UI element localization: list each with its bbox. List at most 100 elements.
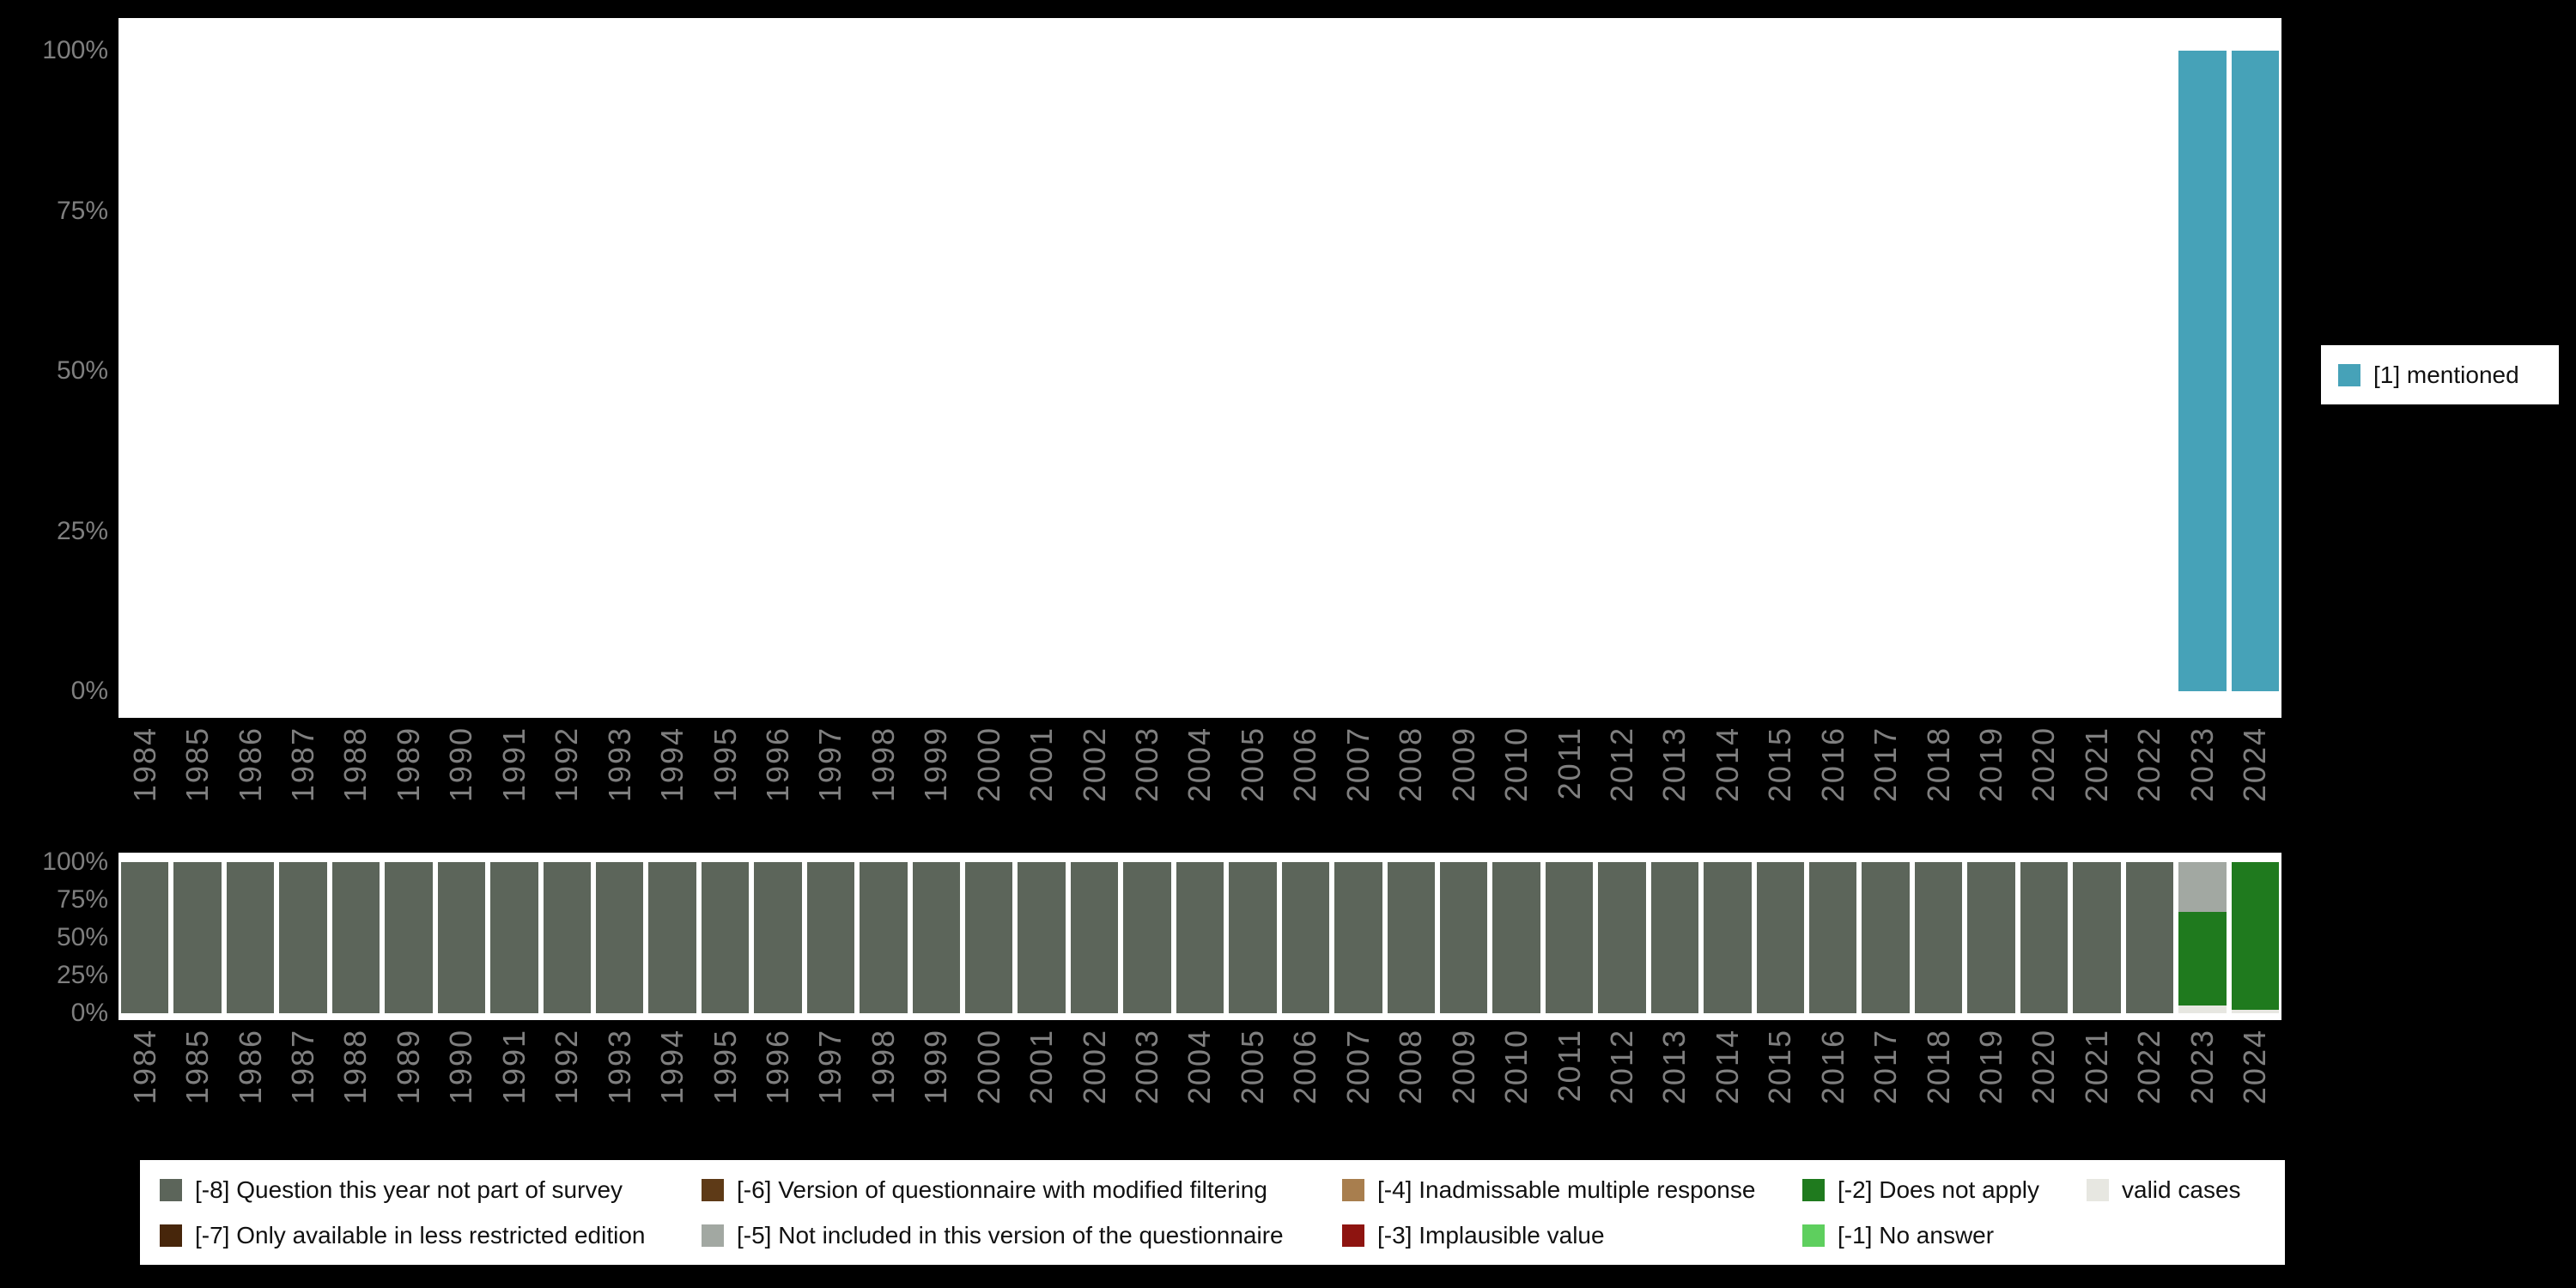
- year-label: 2001: [1024, 726, 1060, 803]
- year-label: 2013: [1656, 1029, 1692, 1105]
- year-label: 2015: [1762, 1029, 1798, 1105]
- missing-bar-1998: [857, 862, 909, 1013]
- legend-swatch: [702, 1178, 724, 1201]
- year-label: 2012: [1603, 726, 1639, 803]
- missing-segment: [2020, 862, 2069, 1013]
- missing-segment: [860, 862, 908, 1013]
- mentions-x-tick: 1990: [435, 726, 488, 847]
- mentions-x-tick: 1994: [646, 726, 698, 847]
- mentions-x-tick: 2016: [1807, 726, 1859, 847]
- missing-x-tick: 1998: [857, 1029, 909, 1149]
- legend-label: [-7] Only available in less restricted e…: [195, 1221, 646, 1249]
- mentions-bar-2022: [2123, 51, 2176, 691]
- mentions-segment: [2231, 51, 2279, 691]
- missing-bar-1985: [171, 862, 223, 1013]
- missing-x-tick: 2015: [1754, 1029, 1807, 1149]
- missing-x-tick: 1989: [382, 1029, 434, 1149]
- year-label: 2007: [1340, 726, 1376, 803]
- missing-segment: [1439, 862, 1488, 1013]
- missing-bar-2006: [1279, 862, 1332, 1013]
- missing-segment: [1018, 862, 1066, 1013]
- year-label: 2015: [1762, 726, 1798, 803]
- legend-swatch: [1342, 1224, 1364, 1247]
- missing-bar-2003: [1121, 862, 1173, 1013]
- missing-segment: [1123, 862, 1171, 1013]
- mentions-x-tick: 2020: [2018, 726, 2070, 847]
- year-label: 2023: [2184, 1029, 2220, 1105]
- mentions-bar-2016: [1807, 51, 1859, 691]
- mentions-bar-1991: [488, 51, 540, 691]
- mentions-x-tick: 2024: [2229, 726, 2281, 847]
- missing-bar-2010: [1490, 862, 1542, 1013]
- year-label: 1985: [179, 726, 216, 803]
- missing-segment: [754, 862, 802, 1013]
- missing-segment: [1598, 862, 1646, 1013]
- year-label: 1993: [601, 726, 637, 803]
- mentions-x-tick: 1987: [276, 726, 329, 847]
- missing-segment: [1281, 862, 1330, 1013]
- mentions-bar-1992: [541, 51, 593, 691]
- year-label: 2024: [2237, 1029, 2273, 1105]
- missing-x-tick: 1984: [118, 1029, 171, 1149]
- missing-bar-2024: [2229, 862, 2281, 1013]
- missing-x-tick: 2011: [1543, 1029, 1595, 1149]
- mentions-x-tick: 2022: [2123, 726, 2176, 847]
- mentions-bar-2020: [2018, 51, 2070, 691]
- missing-x-tick: 1994: [646, 1029, 698, 1149]
- mentions-bar-2023: [2176, 51, 2228, 691]
- missing-segment: [2231, 862, 2279, 1011]
- year-label: 1995: [707, 1029, 743, 1105]
- missing-segment: [1545, 862, 1594, 1013]
- missing-y-axis: 100% 75% 50% 25% 0%: [0, 0, 118, 1288]
- year-label: 1988: [337, 726, 374, 803]
- year-label: 1986: [232, 726, 268, 803]
- year-label: 1998: [865, 1029, 901, 1105]
- missing-x-tick: 2024: [2229, 1029, 2281, 1149]
- missing-x-tick: 2008: [1385, 1029, 1437, 1149]
- legend-swatch: [160, 1178, 182, 1201]
- mentions-x-tick: 2011: [1543, 726, 1595, 847]
- mentions-bar-2006: [1279, 51, 1332, 691]
- year-label: 2006: [1287, 1029, 1323, 1105]
- missing-bar-2023: [2176, 862, 2228, 1013]
- missing-segment: [279, 862, 327, 1013]
- mentions-bar-2015: [1754, 51, 1807, 691]
- mentions-bar-2010: [1490, 51, 1542, 691]
- mentions-x-tick: 1985: [171, 726, 223, 847]
- missing-y-tick-label: 0%: [70, 999, 108, 1027]
- mentions-x-tick: 2003: [1121, 726, 1173, 847]
- mentions-bar-2008: [1385, 51, 1437, 691]
- mentions-x-tick: 2008: [1385, 726, 1437, 847]
- mentions-bar-2019: [1965, 51, 2017, 691]
- mentions-bar-2013: [1649, 51, 1701, 691]
- missing-segment: [1967, 862, 2015, 1013]
- mentions-bar-1984: [118, 51, 171, 691]
- missing-segment: [1862, 862, 1910, 1013]
- missing-segment: [1070, 862, 1119, 1013]
- mentions-x-tick: 2002: [1068, 726, 1121, 847]
- year-label: 2010: [1498, 1029, 1534, 1105]
- missing-x-tick: 2013: [1649, 1029, 1701, 1149]
- mentions-bar-2007: [1332, 51, 1384, 691]
- mentions-x-tick: 2009: [1437, 726, 1490, 847]
- missing-x-axis: 1984 1985 1986 1987 1988 1989 1990 1991 1992 1993…: [118, 1029, 2281, 1149]
- missing-x-tick: 1996: [751, 1029, 804, 1149]
- missing-segment: [2231, 1010, 2279, 1013]
- year-label: 1987: [285, 726, 321, 803]
- year-label: 1996: [759, 726, 795, 803]
- missing-x-tick: 2003: [1121, 1029, 1173, 1149]
- missing-segment: [1809, 862, 1857, 1013]
- missing-segment: [1492, 862, 1540, 1013]
- legend-label: [-2] Does not apply: [1838, 1176, 2040, 1203]
- mentions-x-tick: 1992: [541, 726, 593, 847]
- legend-swatch: [1342, 1178, 1364, 1201]
- missing-bar-2019: [1965, 862, 2017, 1013]
- missing-y-tick-label: 50%: [56, 923, 108, 951]
- mentions-y-tick-label: 50%: [56, 356, 108, 385]
- year-label: 1996: [759, 1029, 795, 1105]
- mentions-plot-area: [118, 18, 2281, 718]
- missing-x-tick: 2006: [1279, 1029, 1332, 1149]
- missing-segment: [543, 862, 591, 1013]
- missing-bar-2002: [1068, 862, 1121, 1013]
